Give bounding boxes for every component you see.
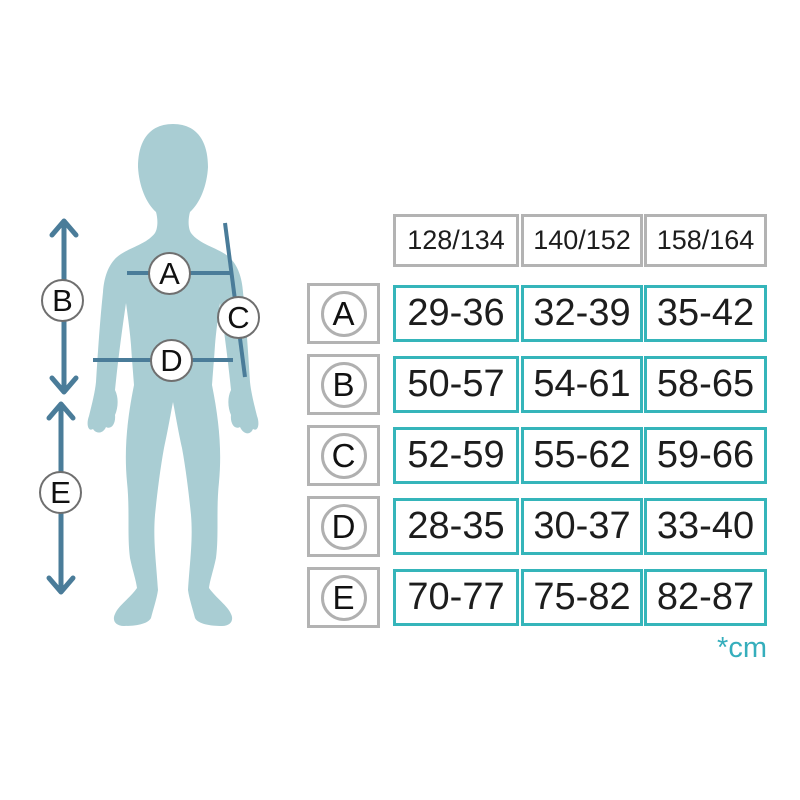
cell-value: 32-39 [533,292,631,334]
row-label-circle-d: D [320,503,367,550]
cell-d-140-152: 30-37 [521,498,643,555]
cell-e-158-164: 82-87 [644,569,767,626]
cell-value: 52-59 [407,434,505,476]
size-header-label: 140/152 [533,225,631,255]
row-label-circle-c: C [320,432,367,479]
cell-value: 59-66 [656,434,755,476]
cell-b-158-164: 58-65 [644,356,767,413]
cell-c-128-134: 52-59 [393,427,519,484]
unit-note: *cm [717,632,767,664]
cell-c-158-164: 59-66 [644,427,767,484]
row-label-b: B [332,366,355,403]
row-label-d: D [331,508,356,545]
size-header-label: 158/164 [656,225,755,255]
cell-value: 54-61 [533,363,631,405]
row-label-box-a: A [307,283,380,344]
cell-a-140-152: 32-39 [521,285,643,342]
cell-c-140-152: 55-62 [521,427,643,484]
size-header-label: 128/134 [407,225,505,255]
cell-value: 35-42 [656,292,755,334]
cell-value: 33-40 [656,505,755,547]
cell-b-140-152: 54-61 [521,356,643,413]
row-label-circle-b: B [320,361,367,408]
row-label-box-b: B [307,354,380,415]
size-header-128-134: 128/134 [393,214,519,267]
row-label-a: A [332,295,355,332]
cell-value: 29-36 [407,292,505,334]
cell-b-128-134: 50-57 [393,356,519,413]
cell-a-128-134: 29-36 [393,285,519,342]
cell-value: 82-87 [656,576,755,618]
cell-value: 75-82 [533,576,631,618]
row-label-c: C [331,437,356,474]
cell-value: 58-65 [656,363,755,405]
cell-value: 55-62 [533,434,631,476]
row-label-box-d: D [307,496,380,557]
row-label-box-c: C [307,425,380,486]
cell-value: 50-57 [407,363,505,405]
figure-marker-d: D [150,339,193,382]
figure-marker-b-label: B [52,283,73,318]
cell-value: 28-35 [407,505,505,547]
figure-marker-c: C [217,296,260,339]
figure-marker-d-label: D [160,343,183,378]
figure-marker-b: B [41,279,84,322]
size-header-140-152: 140/152 [521,214,643,267]
cell-value: 70-77 [407,576,505,618]
cell-value: 30-37 [533,505,631,547]
figure-marker-e: E [39,471,82,514]
figure-marker-c-label: C [227,300,250,335]
figure-marker-e-label: E [50,475,71,510]
row-label-circle-a: A [320,290,367,337]
size-header-158-164: 158/164 [644,214,767,267]
cell-e-140-152: 75-82 [521,569,643,626]
cell-d-128-134: 28-35 [393,498,519,555]
cell-d-158-164: 33-40 [644,498,767,555]
row-label-e: E [332,579,355,616]
figure-marker-a: A [148,252,191,295]
row-label-circle-e: E [320,574,367,621]
figure-marker-a-label: A [159,256,180,291]
row-label-box-e: E [307,567,380,628]
cell-e-128-134: 70-77 [393,569,519,626]
cell-a-158-164: 35-42 [644,285,767,342]
